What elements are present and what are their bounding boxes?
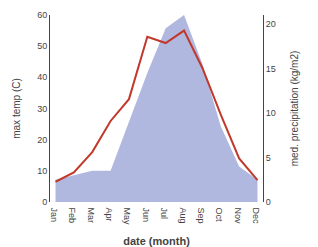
svg-text:10: 10 — [266, 108, 276, 118]
svg-text:60: 60 — [37, 10, 47, 20]
svg-text:10: 10 — [37, 166, 47, 176]
svg-text:15: 15 — [266, 64, 276, 74]
svg-text:date (month): date (month) — [123, 235, 190, 247]
svg-text:Apr: Apr — [104, 208, 114, 222]
svg-text:Aug: Aug — [178, 208, 188, 224]
svg-text:50: 50 — [37, 41, 47, 51]
svg-text:med. precipitation (kg/m2): med. precipitation (kg/m2) — [289, 51, 300, 167]
svg-text:Oct: Oct — [214, 208, 224, 223]
svg-text:May: May — [122, 208, 132, 226]
svg-text:Sep: Sep — [196, 208, 206, 224]
svg-text:30: 30 — [37, 104, 47, 114]
svg-text:Jul: Jul — [159, 208, 169, 220]
svg-text:Dec: Dec — [251, 208, 261, 225]
svg-text:5: 5 — [266, 153, 271, 163]
svg-text:Mar: Mar — [86, 208, 96, 224]
svg-text:20: 20 — [37, 135, 47, 145]
svg-text:40: 40 — [37, 72, 47, 82]
svg-text:20: 20 — [266, 19, 276, 29]
svg-text:Jun: Jun — [141, 208, 151, 223]
svg-text:max temp (C): max temp (C) — [11, 78, 22, 139]
svg-text:Nov: Nov — [233, 208, 243, 225]
svg-text:Jan: Jan — [49, 208, 59, 223]
svg-text:Feb: Feb — [67, 208, 77, 224]
svg-text:0: 0 — [266, 197, 271, 207]
svg-text:0: 0 — [42, 197, 47, 207]
